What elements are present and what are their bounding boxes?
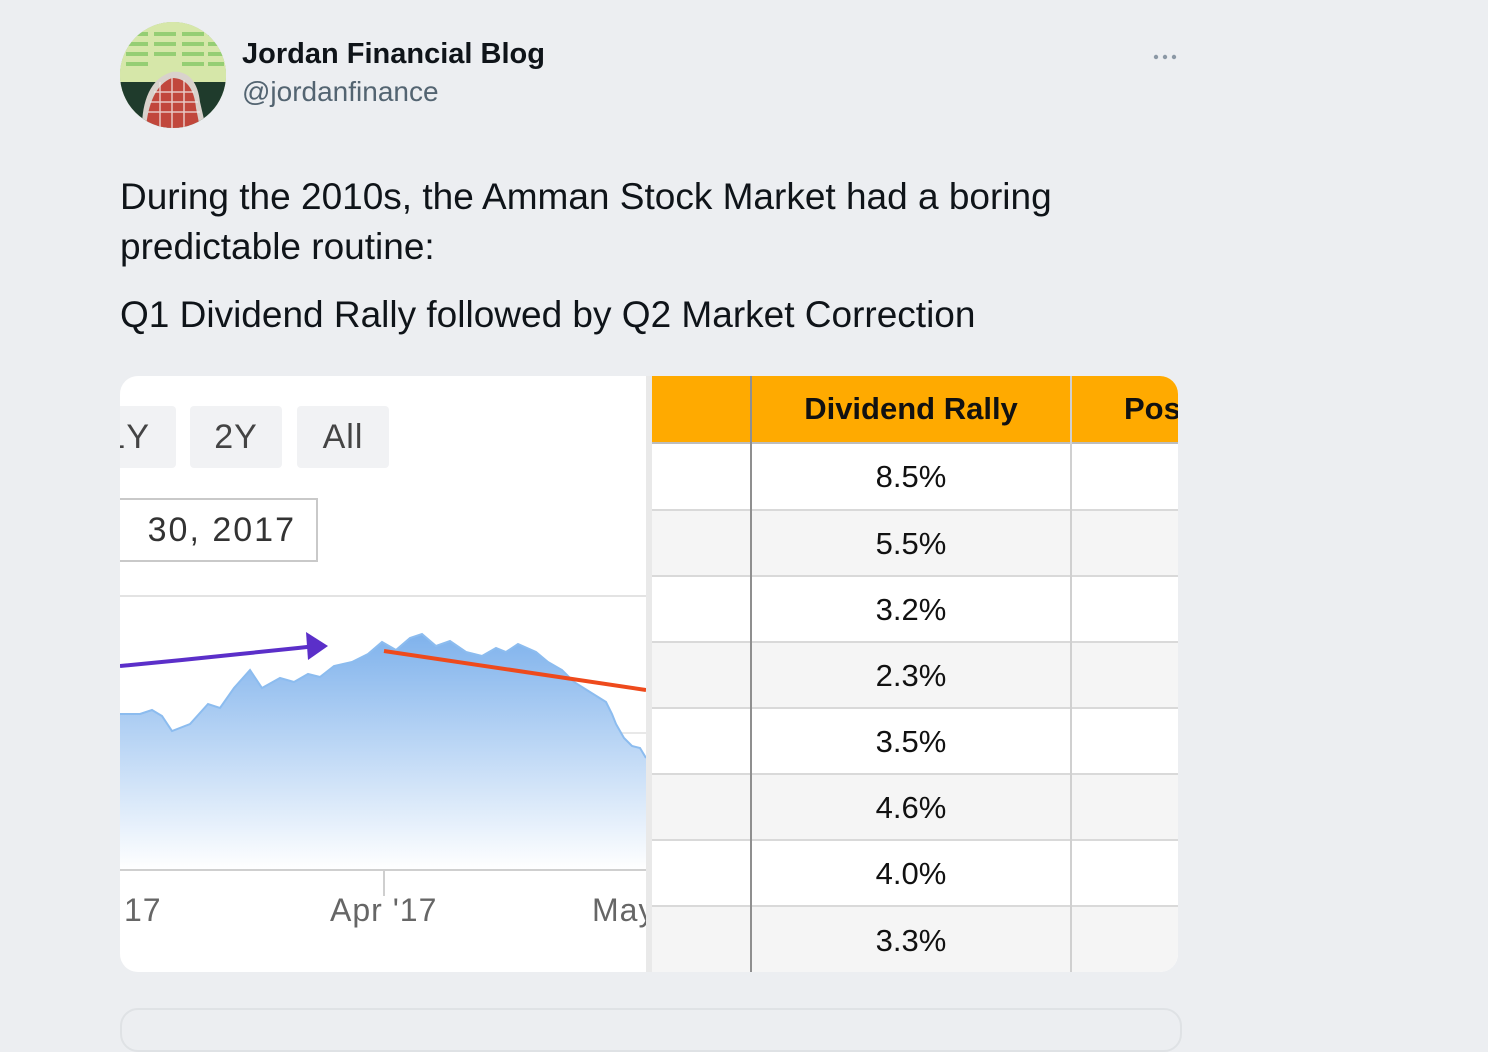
tweet-media-image[interactable]: 1Y 2Y All 30, 2017 17 <box>120 376 1178 972</box>
table-row: 3.3% <box>652 905 1178 972</box>
more-button[interactable] <box>1148 40 1182 74</box>
next-card-edge <box>120 1008 1182 1052</box>
table-header-cell <box>652 376 750 442</box>
x-tick-label: Apr '17 <box>330 892 438 928</box>
table-column-divider <box>750 376 752 972</box>
tweet-paragraph: During the 2010s, the Amman Stock Market… <box>120 176 1052 267</box>
avatar-image <box>120 22 226 128</box>
price-area <box>120 634 646 870</box>
x-tick-label: May <box>592 892 646 928</box>
table-row: 2.3% <box>652 641 1178 709</box>
table-header: Dividend Rally Pos <box>652 376 1178 442</box>
table-row: 3.5% <box>652 707 1178 775</box>
tweet-text: During the 2010s, the Amman Stock Market… <box>120 172 1120 340</box>
correction-line <box>383 649 646 692</box>
x-tick-label: 17 <box>124 892 162 928</box>
chart-screenshot: 1Y 2Y All 30, 2017 17 <box>120 376 646 972</box>
table-header-post: Pos <box>1124 391 1178 426</box>
author-handle[interactable]: @jordanfinance <box>242 76 439 107</box>
table-cell: 3.5% <box>875 724 947 759</box>
table-cell: 5.5% <box>875 526 947 561</box>
dividend-table: Dividend Rally Pos 8.5% 5.5% 3.2% 2.3% 3… <box>652 376 1178 972</box>
table-cell: 3.2% <box>875 592 947 627</box>
table-header-dividend-rally: Dividend Rally <box>804 391 1018 426</box>
table-row: 3.2% <box>652 575 1178 643</box>
price-area-chart <box>120 595 646 896</box>
table-column-divider <box>1070 376 1072 972</box>
table-cell: 3.3% <box>875 922 947 958</box>
table-cell: 4.6% <box>875 790 947 825</box>
author-name[interactable]: Jordan Financial Blog <box>242 38 545 70</box>
range-button-all: All <box>297 406 389 468</box>
table-cell: 4.0% <box>875 856 947 891</box>
table-row: 8.5% <box>652 442 1178 510</box>
image-divider <box>646 376 652 972</box>
rally-arrowhead <box>306 632 328 660</box>
table-row: 5.5% <box>652 509 1178 577</box>
author-avatar[interactable] <box>120 22 226 128</box>
range-button-2y: 2Y <box>190 406 282 468</box>
table-cell: 2.3% <box>875 658 947 693</box>
table-row: 4.6% <box>652 773 1178 841</box>
tweet-paragraph: Q1 Dividend Rally followed by Q2 Market … <box>120 294 976 335</box>
date-input: 30, 2017 <box>120 498 318 562</box>
rally-arrow-icon <box>120 644 317 668</box>
table-row: 4.0% <box>652 839 1178 907</box>
more-horizontal-icon <box>1153 54 1177 60</box>
table-cell: 8.5% <box>875 459 947 494</box>
range-button-1y: 1Y <box>120 406 176 468</box>
